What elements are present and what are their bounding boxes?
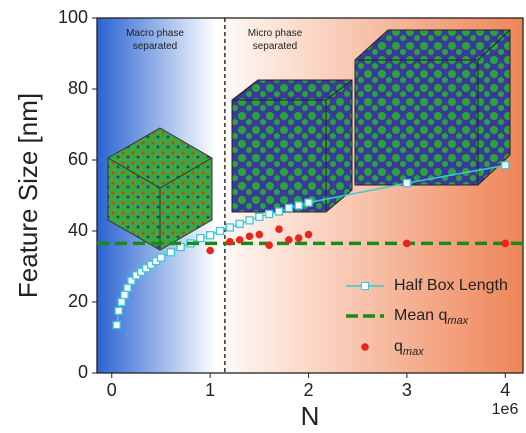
y-tick-label: 20 — [68, 291, 88, 311]
data-point — [225, 223, 234, 232]
data-point — [255, 230, 264, 239]
x-axis-label: N — [301, 401, 320, 431]
data-point — [245, 232, 254, 241]
data-point — [402, 178, 412, 188]
data-point — [403, 239, 411, 248]
legend-subscript: max — [447, 315, 468, 327]
y-axis-label: Feature Size [nm] — [13, 93, 43, 298]
data-point — [275, 225, 283, 234]
cube-images — [107, 29, 511, 251]
legend-label: Mean qmax — [394, 307, 469, 327]
data-point — [304, 230, 313, 239]
legend-subscript: max — [403, 346, 424, 358]
data-point — [265, 241, 273, 249]
data-point — [120, 290, 129, 300]
annotation: Micro phase separated — [248, 28, 303, 52]
data-point — [265, 209, 274, 219]
x-tick-label: 2 — [304, 380, 314, 400]
data-point — [294, 201, 303, 210]
y-tick-label: 100 — [58, 7, 88, 27]
data-point — [206, 246, 214, 255]
data-point — [274, 207, 284, 216]
data-point — [501, 161, 510, 170]
data-point — [501, 239, 510, 248]
legend-label: qmax — [394, 338, 424, 358]
data-point — [156, 253, 166, 262]
annotation: Macro phase separated — [126, 28, 184, 52]
x-tick-label: 3 — [402, 380, 412, 400]
y-tick-label: 40 — [68, 220, 88, 240]
y-tick-label: 0 — [78, 362, 88, 382]
x-tick-label: 0 — [107, 380, 117, 400]
y-tick-label: 80 — [68, 78, 88, 98]
data-point — [114, 306, 123, 316]
data-point — [255, 212, 264, 221]
legend-swatch — [361, 282, 369, 290]
x-offset-label: 1e6 — [492, 401, 519, 418]
data-point — [294, 234, 303, 242]
legend-swatch — [361, 343, 369, 351]
y-tick-label: 60 — [68, 149, 88, 169]
x-tick-label: 1 — [205, 380, 215, 400]
legend-name: q — [394, 338, 403, 355]
data-point — [166, 248, 175, 257]
data-point — [304, 198, 313, 207]
data-point — [235, 236, 244, 244]
data-point — [215, 226, 225, 236]
data-point — [196, 233, 205, 243]
plot-frame — [96, 17, 524, 374]
data-point — [123, 283, 132, 292]
data-point — [112, 320, 121, 330]
data-point — [205, 231, 215, 240]
x-tick-label: 4 — [500, 380, 510, 400]
legend-label: Half Box Length — [394, 277, 508, 294]
legend-name: Mean q — [394, 307, 447, 324]
data-point — [117, 297, 126, 307]
data-point — [127, 276, 136, 285]
data-point — [285, 236, 293, 244]
data-point — [226, 237, 234, 246]
data-point — [235, 219, 244, 229]
data-point — [245, 216, 254, 225]
legend-name: Half Box Length — [394, 277, 508, 294]
data-point — [284, 203, 293, 213]
